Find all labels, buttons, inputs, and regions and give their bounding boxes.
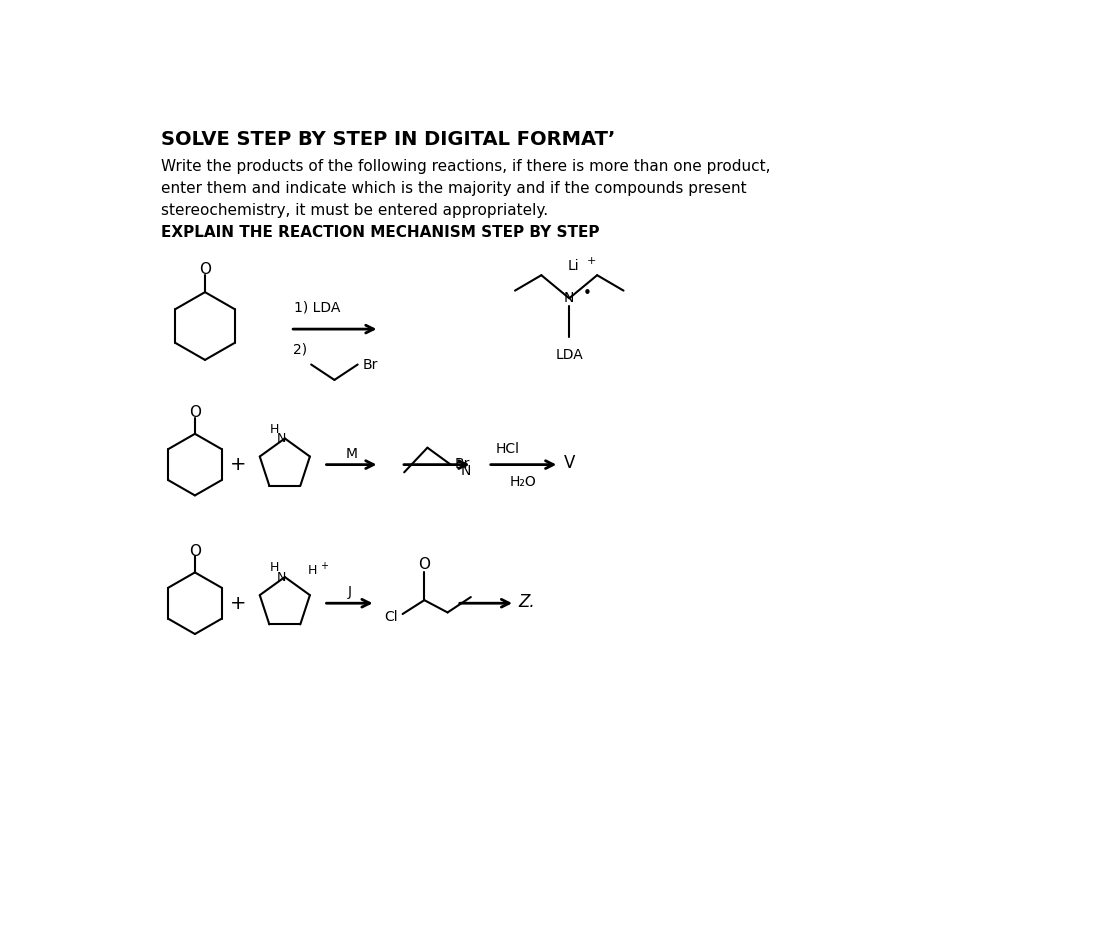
Text: Br: Br xyxy=(454,457,470,471)
Text: LDA: LDA xyxy=(555,347,583,361)
Text: EXPLAIN THE REACTION MECHANISM STEP BY STEP: EXPLAIN THE REACTION MECHANISM STEP BY S… xyxy=(160,225,599,240)
Text: M: M xyxy=(345,447,357,461)
Text: SOLVE STEP BY STEP IN DIGITAL FORMATʼ: SOLVE STEP BY STEP IN DIGITAL FORMATʼ xyxy=(160,130,615,148)
Text: O: O xyxy=(189,544,201,559)
Text: J: J xyxy=(348,585,352,599)
Text: stereochemistry, it must be entered appropriately.: stereochemistry, it must be entered appr… xyxy=(160,202,548,217)
Text: +: + xyxy=(230,593,247,613)
Text: +: + xyxy=(230,455,247,474)
Text: +: + xyxy=(321,562,328,571)
Text: Br: Br xyxy=(363,357,377,371)
Text: H: H xyxy=(270,562,279,575)
Text: HCl: HCl xyxy=(495,442,520,456)
Text: H: H xyxy=(270,423,279,436)
Text: 2): 2) xyxy=(293,342,307,356)
Text: O: O xyxy=(418,557,431,572)
Text: •: • xyxy=(582,286,591,301)
Text: Z.: Z. xyxy=(519,592,535,611)
Text: O: O xyxy=(199,262,211,277)
Text: N: N xyxy=(461,464,472,478)
Text: H₂O: H₂O xyxy=(510,475,536,489)
Text: Li: Li xyxy=(568,259,580,273)
Text: N: N xyxy=(276,571,286,583)
Text: O: O xyxy=(189,405,201,420)
Text: enter them and indicate which is the majority and if the compounds present: enter them and indicate which is the maj… xyxy=(160,181,747,196)
Text: N: N xyxy=(564,291,574,305)
Text: N: N xyxy=(276,432,286,445)
Text: 1) LDA: 1) LDA xyxy=(294,300,341,314)
Text: V: V xyxy=(564,454,575,472)
Text: Write the products of the following reactions, if there is more than one product: Write the products of the following reac… xyxy=(160,159,770,174)
Text: Cl: Cl xyxy=(384,610,398,624)
Text: +: + xyxy=(587,257,595,266)
Text: H: H xyxy=(308,564,317,578)
